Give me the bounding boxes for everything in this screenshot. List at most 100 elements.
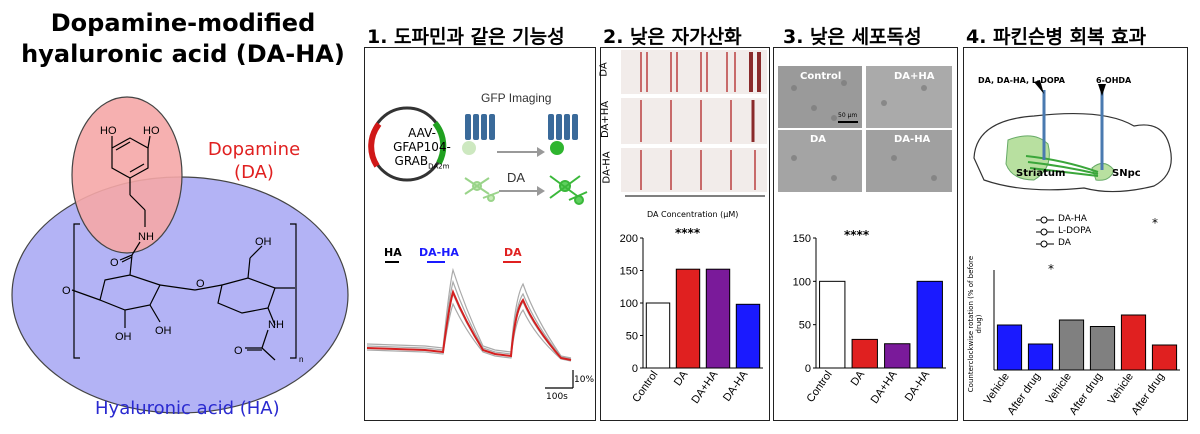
rotation-ylabel: Counterclockwise rotation (% of before d… <box>967 255 983 393</box>
significance-p4-1: * <box>1048 262 1054 276</box>
bar-2 <box>705 268 731 369</box>
y-tick-label: 0 <box>805 363 811 375</box>
cell-image-da <box>778 130 862 192</box>
atom-oh2: OH <box>155 325 172 337</box>
cell-image-da-ha <box>866 130 952 192</box>
arrow-icon-2 <box>537 186 545 196</box>
plasmid-line3: GRABDA2m <box>387 154 457 173</box>
main-title: Dopamine-modified hyaluronic acid (DA-HA… <box>18 8 348 70</box>
scale-bar-label: 50 μm <box>838 112 858 119</box>
img-label-da: DA <box>810 134 827 145</box>
bar-2 <box>884 343 911 369</box>
row-label-da-ha: DA-HA <box>601 151 613 184</box>
panel2-title: 2. 낮은 자가산화 <box>603 26 742 48</box>
tube-row-da-ha <box>621 148 767 192</box>
calcium-traces <box>366 267 572 362</box>
astrocyte-icon-2 <box>549 175 588 205</box>
panel4: Vehicle After drug Vehicle After drug Vehicl… <box>963 47 1188 421</box>
trace-label-da: DA <box>504 246 522 259</box>
atom-nh: NH <box>138 231 154 243</box>
legend-da: DA <box>1058 238 1071 248</box>
x-tick-label: Vehicle <box>1106 371 1136 407</box>
tube-stripes <box>640 52 761 190</box>
panel3-title: 3. 낮은 세포독성 <box>783 26 922 48</box>
panel1-art: GFP Imaging DA <box>366 91 588 389</box>
dopamine-label: Dopamine (DA) <box>194 138 314 184</box>
bar-4 <box>1120 314 1147 371</box>
atom-o3: O <box>196 278 205 290</box>
arrow-icon-1 <box>537 147 545 157</box>
scale-y-label: 10% <box>574 375 595 385</box>
gfp-label: GFP Imaging <box>481 91 551 105</box>
y-tick-label: 150 <box>620 266 638 278</box>
atom-o1: O <box>110 257 119 269</box>
atom-nh2: NH <box>268 319 284 331</box>
cell-image-control <box>778 66 862 128</box>
img-label-da-ha: DA-HA <box>894 134 931 145</box>
plasmid-subscript: DA2m <box>428 162 450 171</box>
tube-row-daha <box>621 98 767 144</box>
y-tick-label: 200 <box>620 233 638 245</box>
x-tick-label: DA <box>672 368 691 388</box>
tube-row-da <box>621 50 767 94</box>
bar-0 <box>819 280 846 369</box>
conc-axis-label: DA Concentration (μM) <box>647 210 739 219</box>
panel1: GFP Imaging DA <box>364 47 596 421</box>
img-label-control: Control <box>800 71 842 82</box>
atom-o4: O <box>234 345 243 357</box>
bar-0 <box>996 324 1023 371</box>
legend-markers <box>1036 216 1054 248</box>
atom-oh1: OH <box>115 331 132 343</box>
bar-1 <box>1027 343 1054 371</box>
arrow-down-icon-left <box>1034 80 1044 94</box>
cell-image-daha <box>866 66 952 128</box>
da-arrow-label: DA <box>507 170 525 185</box>
legend-daha: DA-HA <box>1058 214 1087 224</box>
dopamine-label-name: Dopamine <box>207 139 301 160</box>
dopamine-ellipse <box>71 96 183 254</box>
trace-label-daha: DA-HA <box>419 246 459 259</box>
astrocyte-icon-1 <box>464 177 500 202</box>
x-tick-label: Vehicle <box>1044 371 1074 407</box>
scale-x-label: 100s <box>546 392 568 402</box>
injection-right-label: 6-OHDA <box>1096 76 1132 85</box>
y-tick-label: 50 <box>799 320 811 332</box>
x-tick-label: DA-HA <box>903 368 933 403</box>
main-title-line1: Dopamine-modified <box>50 9 316 37</box>
bar-3 <box>916 280 943 369</box>
plasmid-line2: GFAP104- <box>393 140 451 154</box>
x-tick-label: DA+HA <box>869 368 900 406</box>
snpc-label: SNpc <box>1112 168 1141 179</box>
panel2: 0 50 100 150 200 Control DA DA+HA DA-HA DA DA+HA… <box>598 47 770 421</box>
striatum-label: Striatum <box>1016 168 1066 179</box>
x-tick-label: DA-HA <box>721 368 751 403</box>
y-tick-label: 150 <box>793 233 811 245</box>
da-ha-structure: HO HO NH O O O OH OH OH NH O n <box>11 96 349 414</box>
legend-ldopa: L-DOPA <box>1058 226 1092 236</box>
y-tick-label: 100 <box>793 276 811 288</box>
bar-1 <box>851 338 878 369</box>
ha-label: Hyaluronic acid (HA) <box>95 398 280 419</box>
significance-p3: **** <box>844 228 870 242</box>
significance-p2: **** <box>675 226 701 240</box>
plasmid-line1: AAV- <box>408 126 436 140</box>
bar-3 <box>1089 326 1116 371</box>
panel4-title: 4. 파킨슨병 회복 효과 <box>966 26 1147 48</box>
trace-label-ha: HA <box>384 246 402 259</box>
bar-5 <box>1151 344 1178 371</box>
plasmid-green-segment <box>432 121 447 165</box>
y-tick-label: 0 <box>632 363 638 375</box>
receptor-icon-1 <box>462 114 495 155</box>
bar-3 <box>735 303 761 369</box>
atom-o2: O <box>62 285 71 297</box>
row-label-da: DA <box>598 62 610 77</box>
panel3: 0 50 100 150 Control DA DA+HA DA-HA Control DA+… <box>773 47 958 421</box>
arrow-down-icon-right <box>1098 84 1106 96</box>
atom-ho1: HO <box>100 125 117 137</box>
plasmid-label: AAV- GFAP104- GRABDA2m <box>387 126 457 173</box>
